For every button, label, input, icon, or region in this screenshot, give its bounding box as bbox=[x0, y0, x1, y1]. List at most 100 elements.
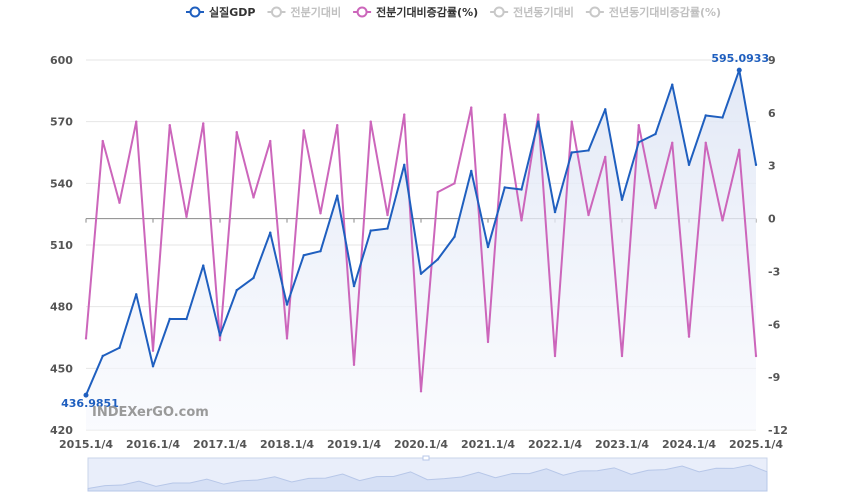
qoq-rate-point bbox=[369, 120, 372, 123]
annotation-label: 595.0933 bbox=[711, 52, 769, 65]
legend-label: 전년동기대비증감률(%) bbox=[609, 5, 721, 19]
series-layer bbox=[84, 68, 758, 397]
annotations: 595.0933 436.9851 bbox=[61, 52, 769, 410]
zoom-handle-icon[interactable] bbox=[422, 455, 430, 461]
qoq-rate-point bbox=[553, 354, 557, 358]
zoom-slider[interactable] bbox=[87, 455, 768, 492]
qoq-rate-point bbox=[687, 335, 691, 338]
y-left-tick-label: 480 bbox=[50, 301, 73, 314]
legend-item-1[interactable]: 전분기대비 bbox=[267, 5, 341, 19]
qoq-rate-point bbox=[386, 213, 389, 217]
qoq-rate-point bbox=[520, 219, 523, 222]
legend-label: 전분기대비 bbox=[290, 5, 341, 19]
qoq-rate-point bbox=[352, 363, 356, 367]
qoq-rate-point bbox=[269, 139, 272, 143]
legend-item-4[interactable]: 전년동기대비증감률(%) bbox=[585, 5, 721, 19]
qoq-rate-point bbox=[419, 390, 423, 393]
gdp-area bbox=[86, 70, 756, 430]
y-right-tick-label: -9 bbox=[768, 371, 780, 384]
gdp-point bbox=[101, 354, 104, 358]
gdp-point bbox=[553, 210, 557, 214]
legend: 실질GDP 전분기대비 전분기대비증감률(%) 전년동기대비 전년동기대비증감률(%) bbox=[186, 5, 721, 19]
qoq-rate-point bbox=[168, 123, 171, 127]
qoq-rate-point bbox=[135, 120, 138, 123]
legend-item-3[interactable]: 전년동기대비 bbox=[490, 5, 574, 19]
gdp-point bbox=[671, 83, 674, 86]
qoq-rate-point bbox=[587, 213, 590, 217]
qoq-rate-point bbox=[252, 196, 255, 199]
gdp-point bbox=[202, 264, 205, 267]
qoq-rate-point bbox=[403, 113, 406, 116]
annotation-marker bbox=[736, 67, 742, 73]
y-left-tick-label: 510 bbox=[50, 239, 73, 252]
qoq-rate-point bbox=[235, 131, 238, 134]
qoq-rate-point bbox=[754, 354, 758, 358]
gdp-point bbox=[587, 149, 590, 152]
gdp-point bbox=[269, 231, 272, 234]
x-tick-label: 2015.1/4 bbox=[59, 438, 113, 451]
gdp-point bbox=[436, 258, 439, 261]
qoq-rate-point bbox=[654, 206, 657, 210]
gdp-point bbox=[185, 317, 188, 321]
qoq-rate-point bbox=[738, 148, 741, 152]
qoq-rate-point bbox=[721, 219, 724, 222]
qoq-rate-point bbox=[604, 155, 607, 159]
legend-marker-icon bbox=[189, 6, 201, 18]
x-tick-label: 2016.1/4 bbox=[126, 438, 180, 451]
qoq-rate-point bbox=[118, 201, 121, 204]
gdp-point bbox=[721, 116, 724, 119]
gdp-point bbox=[369, 229, 372, 232]
zoom-preview bbox=[87, 464, 768, 492]
x-tick-label: 2017.1/4 bbox=[193, 438, 247, 451]
legend-item-0[interactable]: 실질GDP bbox=[186, 5, 255, 19]
legend-marker-icon bbox=[356, 6, 368, 18]
gdp-point bbox=[486, 245, 490, 249]
gdp-point bbox=[285, 303, 289, 306]
qoq-rate-point bbox=[185, 215, 188, 219]
gdp-point bbox=[654, 132, 657, 136]
legend-item-2[interactable]: 전분기대비증감률(%) bbox=[353, 5, 478, 19]
gdp-point bbox=[168, 317, 171, 321]
qoq-rate-point bbox=[302, 129, 305, 132]
y-right-tick-label: -3 bbox=[768, 265, 780, 278]
y-left-tick-label: 600 bbox=[50, 54, 73, 67]
y-axis-right: -12 -9 -6 -3 0 3 6 9 bbox=[768, 54, 788, 437]
qoq-rate-point bbox=[503, 113, 506, 116]
gdp-point bbox=[419, 272, 423, 275]
qoq-rate-point bbox=[436, 190, 439, 194]
x-tick-label: 2022.1/4 bbox=[528, 438, 582, 451]
qoq-rate-point bbox=[101, 139, 104, 143]
x-tick-label: 2023.1/4 bbox=[595, 438, 649, 451]
area-layer bbox=[86, 70, 756, 430]
watermark-text: INDEXerGO.com bbox=[92, 405, 209, 420]
qoq-rate-point bbox=[704, 141, 707, 145]
gdp-point bbox=[302, 254, 305, 257]
x-tick-label: 2021.1/4 bbox=[461, 438, 515, 451]
gdp-point bbox=[470, 169, 473, 173]
y-axis-left: 420 450 480 510 540 570 600 bbox=[50, 54, 73, 437]
gdp-point bbox=[453, 235, 456, 238]
qoq-rate-point bbox=[202, 122, 205, 125]
qoq-rate-point bbox=[84, 337, 88, 340]
gdp-point bbox=[403, 163, 406, 167]
gdp-point bbox=[235, 289, 238, 292]
legend-label: 전년동기대비 bbox=[513, 5, 574, 19]
legend-marker-icon bbox=[589, 6, 601, 18]
x-tick-label: 2020.1/4 bbox=[394, 438, 448, 451]
qoq-rate-point bbox=[470, 106, 473, 109]
gdp-point bbox=[252, 276, 255, 280]
y-right-tick-label: -6 bbox=[768, 318, 781, 331]
gdp-point bbox=[336, 194, 339, 197]
x-tick-label: 2025.1/4 bbox=[729, 438, 783, 451]
gdp-point bbox=[620, 198, 624, 201]
qoq-rate-point bbox=[637, 123, 640, 127]
x-tick-label: 2018.1/4 bbox=[260, 438, 314, 451]
gdp-point bbox=[637, 141, 640, 144]
qoq-rate-point bbox=[453, 182, 456, 185]
qoq-rate-point bbox=[319, 212, 322, 215]
y-right-tick-label: -12 bbox=[768, 424, 788, 437]
gdp-point bbox=[754, 163, 758, 167]
qoq-rate-point bbox=[671, 141, 674, 145]
gdp-point bbox=[570, 151, 573, 154]
gdp-point bbox=[537, 120, 540, 123]
